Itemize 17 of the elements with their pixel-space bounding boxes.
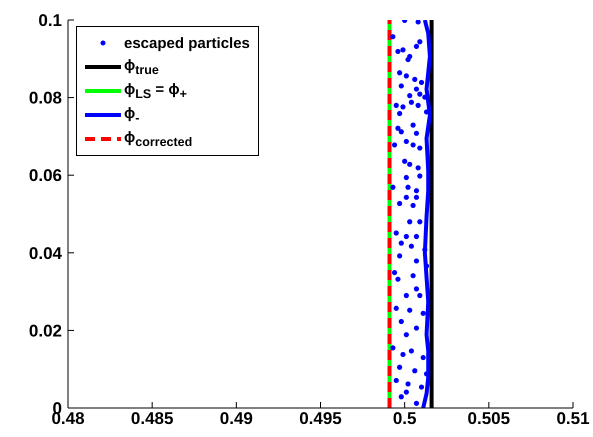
- y-tick-label: 0.1: [38, 11, 62, 30]
- line-series: [421, 20, 432, 408]
- legend-label: ϕ$_{-}$: [124, 105, 140, 125]
- x-tick-label: 0.495: [299, 409, 342, 428]
- legend-label: ϕ$_{LS}$ = ϕ$_{+}$: [124, 81, 187, 101]
- y-tick-label: 0.06: [28, 166, 62, 186]
- x-tick-label: 0.5: [392, 409, 416, 428]
- x-tick-label: 0.505: [468, 409, 510, 428]
- y-tick-label: 0.04: [28, 244, 63, 263]
- x-tick-label: 0.51: [556, 409, 590, 428]
- x-tick-label: 0.49: [220, 409, 253, 428]
- y-tick-label: 0.02: [28, 321, 62, 340]
- legend-label: ϕ$_{corrected}$: [124, 129, 192, 149]
- legend-label: ϕ$_{true}$: [124, 57, 159, 77]
- legend-label: escaped particles: [124, 34, 250, 52]
- x-tick-label: 0.485: [130, 409, 174, 428]
- y-tick-label: 0.08: [28, 88, 62, 108]
